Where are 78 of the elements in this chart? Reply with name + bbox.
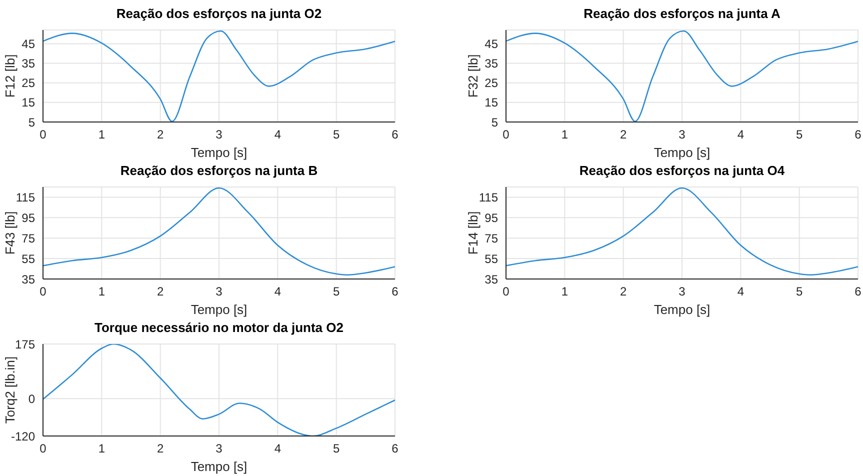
x-tick-label: 2 <box>620 128 627 142</box>
x-axis-title: Tempo [s] <box>654 145 710 160</box>
y-axis-title: F43 [lb] <box>2 211 18 255</box>
y-tick-label: 95 <box>484 210 498 225</box>
y-tick-label: 175 <box>14 337 36 352</box>
y-tick-label: 15 <box>484 96 498 110</box>
x-tick-label: 3 <box>678 284 686 299</box>
x-tick-label: 3 <box>216 128 223 142</box>
y-axis-title: F14 [lb] <box>466 211 481 255</box>
y-tick-label: 15 <box>22 96 36 110</box>
line-series <box>506 187 858 276</box>
x-tick-label: 1 <box>98 284 106 299</box>
y-tick-label: 35 <box>22 56 36 71</box>
y-tick-label: 95 <box>22 210 36 225</box>
line-series <box>43 187 395 276</box>
chart-title: Reação dos esforços na junta B <box>119 163 319 178</box>
x-tick-label: 2 <box>156 128 164 142</box>
x-tick-label: 4 <box>274 128 282 142</box>
x-tick-label: 5 <box>332 284 340 299</box>
x-tick-label: 1 <box>561 128 568 142</box>
y-tick-label: 5 <box>28 115 36 130</box>
x-tick-label: 0 <box>40 442 47 456</box>
x-tick-label: 5 <box>796 128 803 142</box>
y-tick-label: 0 <box>28 392 36 406</box>
x-tick-label: 1 <box>98 442 106 456</box>
x-tick-label: 5 <box>332 128 340 142</box>
x-tick-label: 6 <box>392 284 399 299</box>
x-tick-label: 2 <box>156 284 164 299</box>
x-tick-label: 0 <box>40 284 47 299</box>
x-tick-label: 3 <box>216 442 223 456</box>
y-axis-title: F12 [lb] <box>2 54 18 98</box>
x-tick-label: 6 <box>854 284 862 299</box>
y-axis-title: Torq2 [lb.in] <box>2 356 18 424</box>
x-axis-title: Tempo [s] <box>190 302 248 317</box>
line-series <box>506 30 858 122</box>
chart-title: Torque necessário no motor da junta O2 <box>94 320 344 335</box>
x-tick-label: 0 <box>502 128 510 142</box>
x-tick-label: 4 <box>737 284 744 299</box>
x-tick-label: 6 <box>392 128 399 142</box>
y-tick-label: 115 <box>16 190 36 204</box>
line-series <box>43 30 395 122</box>
y-tick-label: 75 <box>22 231 36 246</box>
chart-title: Reação dos esforços na junta O2 <box>115 6 323 21</box>
x-tick-label: 3 <box>678 128 686 142</box>
x-tick-label: 5 <box>796 284 803 299</box>
y-tick-label: 25 <box>22 76 36 90</box>
x-tick-label: 0 <box>502 284 510 299</box>
x-tick-label: 6 <box>392 442 399 456</box>
y-tick-label: 45 <box>22 36 36 51</box>
y-tick-label: 35 <box>22 272 36 286</box>
x-tick-label: 4 <box>737 128 744 142</box>
x-tick-label: 4 <box>274 442 282 456</box>
x-tick-label: 6 <box>854 128 862 142</box>
y-tick-label: 75 <box>484 231 498 246</box>
x-tick-label: 4 <box>274 284 282 299</box>
x-tick-label: 1 <box>98 128 106 142</box>
x-tick-label: 1 <box>561 284 568 299</box>
x-axis-title: Tempo [s] <box>654 302 710 317</box>
y-tick-label: 55 <box>484 252 498 266</box>
y-tick-label: -120 <box>10 429 36 444</box>
y-tick-label: 25 <box>484 76 498 90</box>
line-series <box>43 344 395 436</box>
y-axis-title: F32 [lb] <box>466 54 481 98</box>
x-axis-title: Tempo [s] <box>190 145 248 160</box>
x-tick-label: 3 <box>216 284 223 299</box>
x-tick-label: 2 <box>620 284 627 299</box>
y-tick-label: 45 <box>484 36 498 51</box>
y-tick-label: 35 <box>484 272 498 286</box>
x-axis-title: Tempo [s] <box>190 459 248 474</box>
x-tick-label: 5 <box>332 442 340 456</box>
chart-title: Reação dos esforços na junta O4 <box>578 163 786 178</box>
y-tick-label: 55 <box>22 252 36 266</box>
y-tick-label: 35 <box>484 56 498 71</box>
x-tick-label: 0 <box>40 128 47 142</box>
x-tick-label: 2 <box>156 442 164 456</box>
y-tick-label: 115 <box>478 190 498 204</box>
y-tick-label: 5 <box>491 115 498 130</box>
chart-title: Reação dos esforços na junta A <box>582 6 782 21</box>
